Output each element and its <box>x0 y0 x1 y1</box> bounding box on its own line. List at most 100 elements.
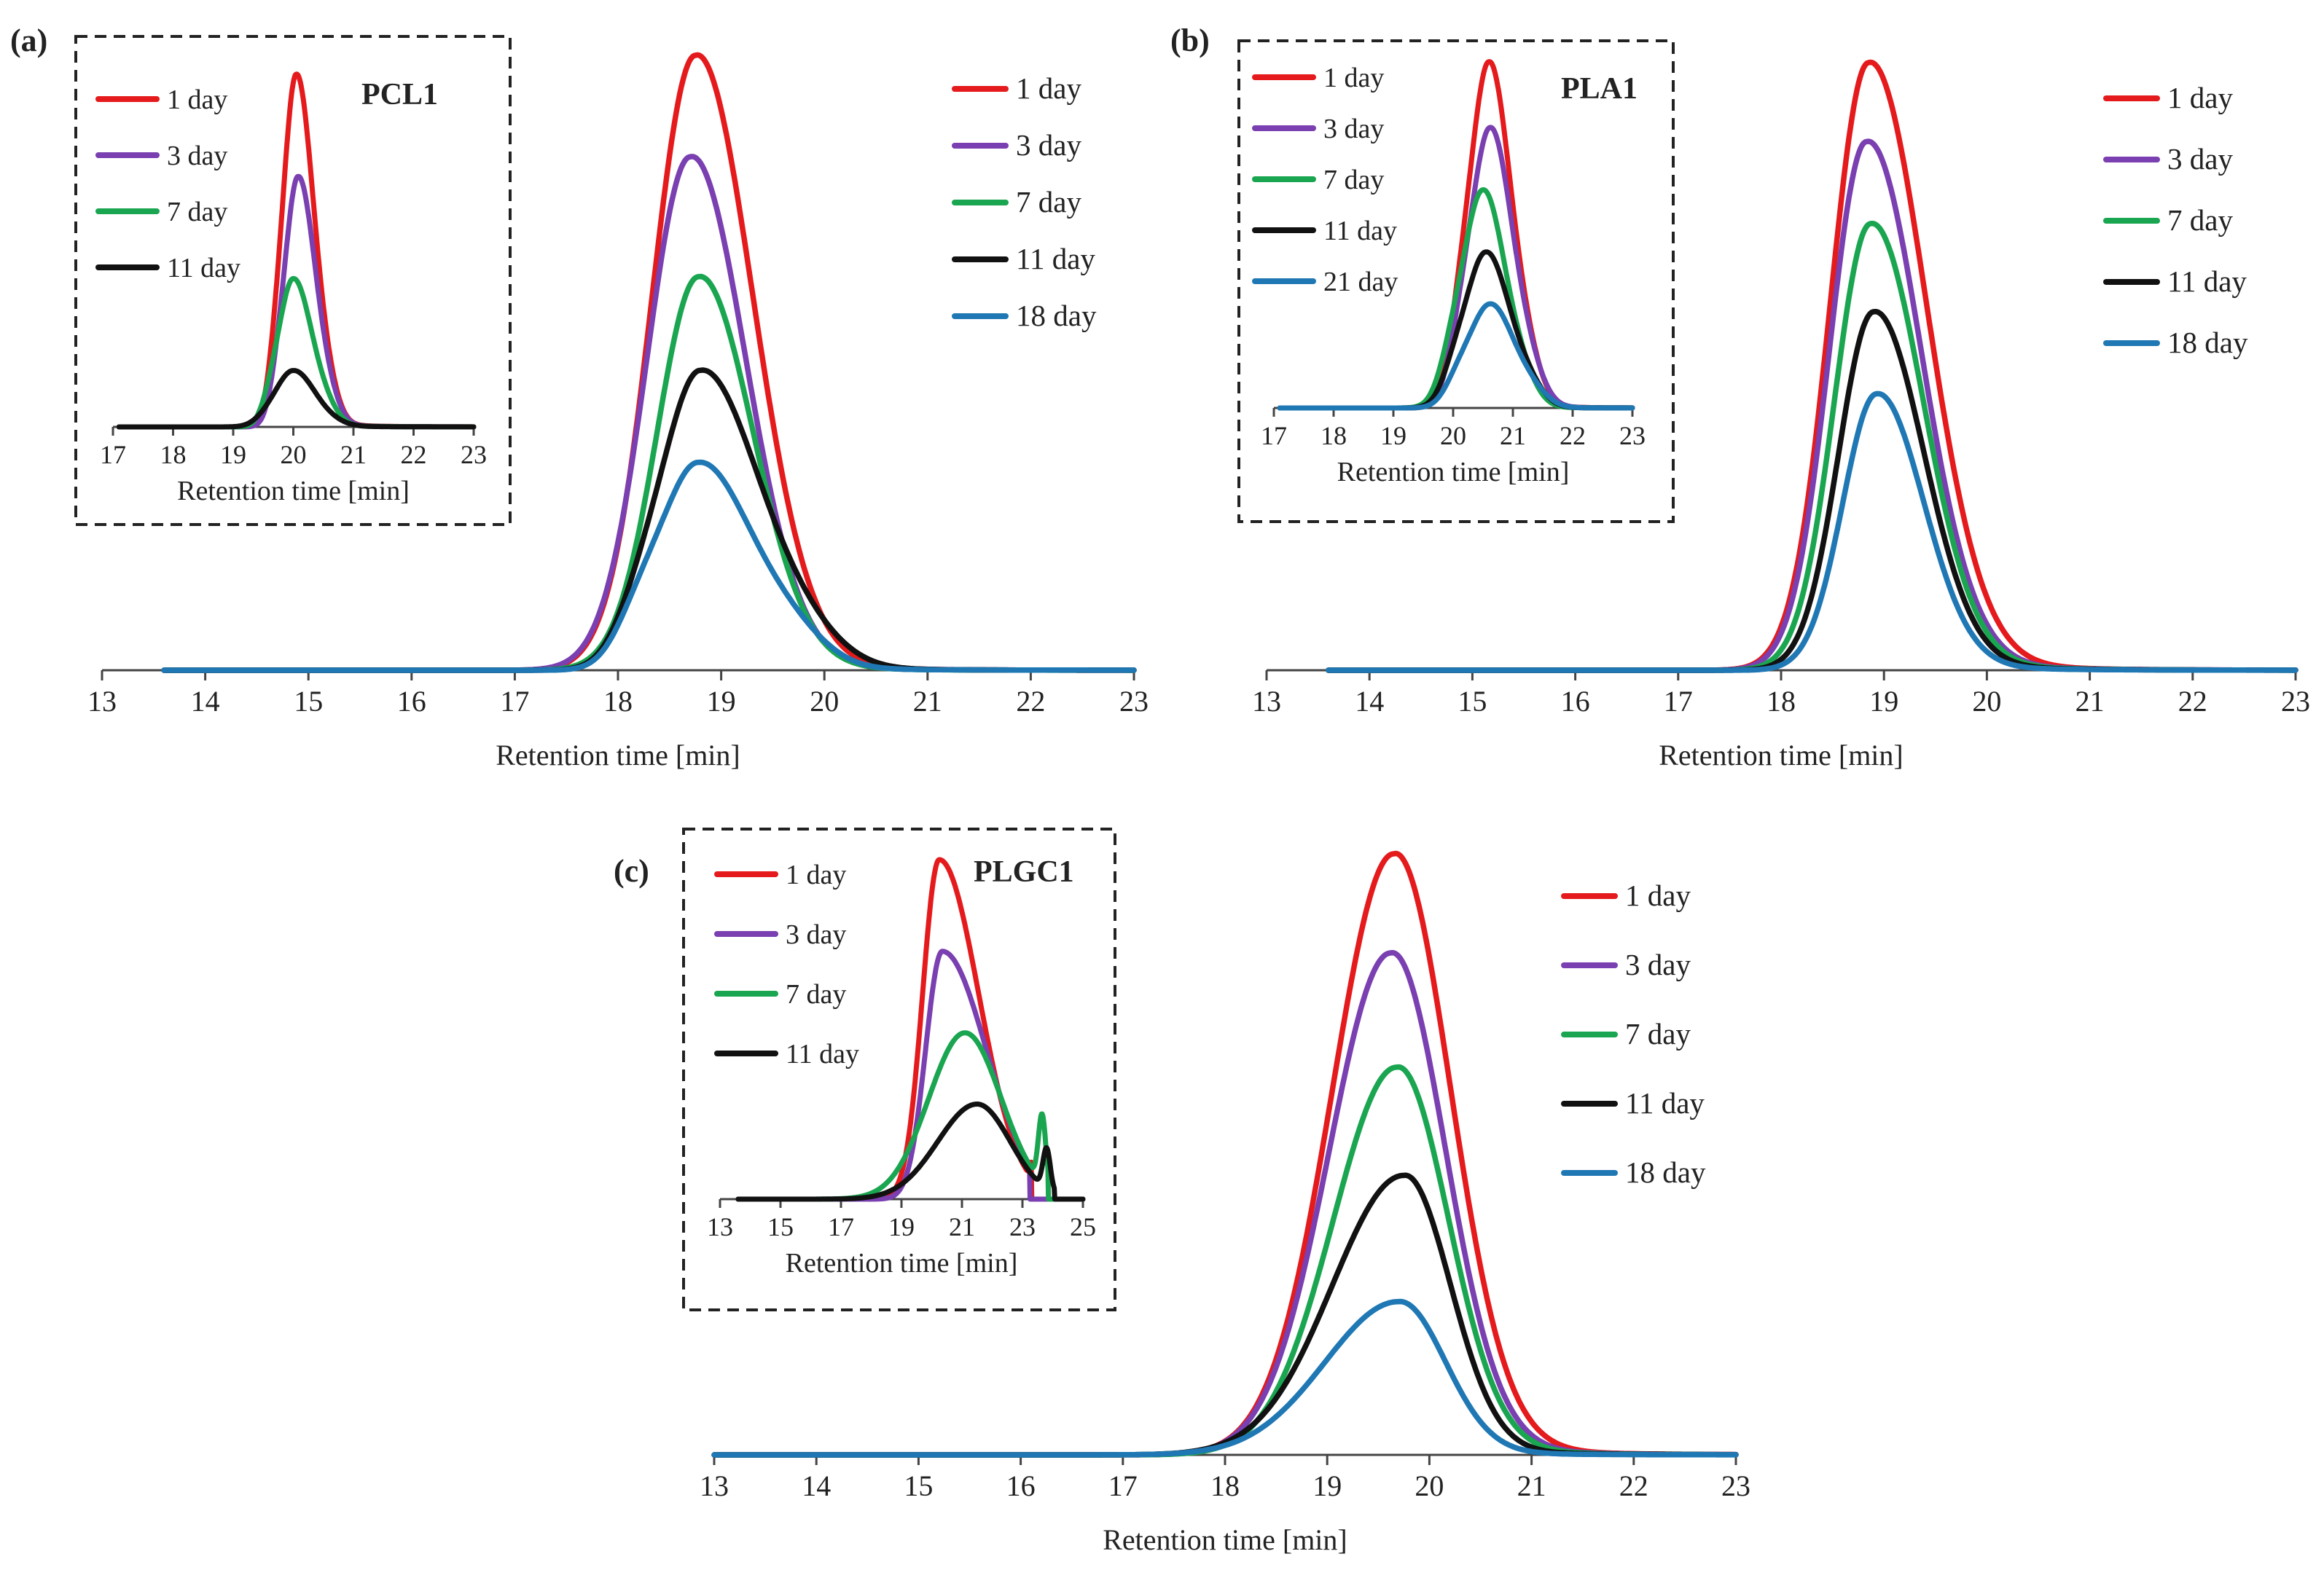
panel-b-main-tick-label-20: 20 <box>1972 685 2001 718</box>
panel-a-main-tick-label-22: 22 <box>1016 685 1045 718</box>
panel-a-inset-tick-label-21: 21 <box>340 440 367 469</box>
panel-b-main-tick-label-21: 21 <box>2075 685 2105 718</box>
panel-c-main-legend-label-3-day: 3 day <box>1625 948 1691 981</box>
panel-a-main-tick-label-17: 17 <box>500 685 529 718</box>
panel-a-main-series-18-day <box>161 459 1137 673</box>
panel-c-main-tick-label-13: 13 <box>700 1469 729 1502</box>
panel-b-main-tick-label-23: 23 <box>2281 685 2310 718</box>
panel-a-main-tick-label-15: 15 <box>294 685 323 718</box>
panel-b-main-tick-label-22: 22 <box>2178 685 2207 718</box>
panel-letter-c: (c) <box>614 853 649 889</box>
panel-c-inset-tick-label-19: 19 <box>888 1212 915 1241</box>
panel-b-inset-tick-label-20: 20 <box>1440 421 1466 450</box>
panel-c: (c) 13 14 15 16 17 18 19 20 21 22 23 Retention time… <box>614 828 1750 1556</box>
panel-b-main-tick-label-16: 16 <box>1561 685 1590 718</box>
panel-letter-b: (b) <box>1170 23 1210 58</box>
panel-b-main-tick-label-15: 15 <box>1458 685 1487 718</box>
panel-a-main-tick-label-16: 16 <box>397 685 426 718</box>
panel-b-inset-tick-label-23: 23 <box>1619 421 1646 450</box>
panel-c-main-tick-label-22: 22 <box>1619 1469 1648 1502</box>
panel-b-main-series-18-day <box>1325 390 2298 673</box>
panel-c-main-tick-label-18: 18 <box>1210 1469 1240 1502</box>
panel-c-main-x-axis-title: Retention time [min] <box>1103 1523 1347 1556</box>
panel-a-inset-name: PCL1 <box>361 78 438 111</box>
panel-b-inset-tick-label-19: 19 <box>1380 421 1406 450</box>
panel-c-main-plot: 13 14 15 16 17 18 19 20 21 22 23 Retention time [mi… <box>700 850 1750 1556</box>
panel-b: (b) 13 14 15 16 17 18 19 20 21 22 23 Retention time… <box>1170 23 2310 772</box>
panel-c-inset-legend-label-11-day: 11 day <box>786 1039 859 1069</box>
panel-a-inset-tick-label-23: 23 <box>461 440 487 469</box>
panel-c-main-legend-label-18-day: 18 day <box>1625 1155 1706 1189</box>
panel-b-inset-tick-label-18: 18 <box>1321 421 1347 450</box>
panel-a-main-tick-label-18: 18 <box>603 685 633 718</box>
panel-c-main-tick-label-15: 15 <box>904 1469 933 1502</box>
panel-b-main-tick-label-19: 19 <box>1869 685 1898 718</box>
panel-a-inset-tick-label-17: 17 <box>100 440 126 469</box>
panel-c-main-tick-label-16: 16 <box>1006 1469 1036 1502</box>
panel-c-inset-frame <box>682 828 1116 1311</box>
panel-b-main-tick-label-18: 18 <box>1767 685 1796 718</box>
panel-b-inset-name: PLA1 <box>1561 72 1638 106</box>
panel-a-inset-legend-label-7-day: 7 day <box>167 197 227 227</box>
panel-b-main-legend-label-11-day: 11 day <box>2167 264 2247 298</box>
panel-c-inset-tick-label-17: 17 <box>828 1212 854 1241</box>
panel-b-main-legend-label-7-day: 7 day <box>2167 203 2233 237</box>
panel-b-inset-tick-label-22: 22 <box>1560 421 1586 450</box>
panel-c-main-tick-label-21: 21 <box>1517 1469 1546 1502</box>
panel-c-main-tick-label-14: 14 <box>802 1469 831 1502</box>
panel-a-inset-tick-label-19: 19 <box>220 440 246 469</box>
panel-c-main-tick-label-17: 17 <box>1108 1469 1138 1502</box>
panel-c-inset-legend-label-7-day: 7 day <box>786 979 846 1010</box>
panel-b-main-plot: 13 14 15 16 17 18 19 20 21 22 23 Retention time [mi… <box>1252 59 2310 772</box>
panel-b-inset-legend-label-21-day: 21 day <box>1323 267 1398 297</box>
panel-b-main-tick-label-13: 13 <box>1252 685 1281 718</box>
panel-b-main-legend-label-1-day: 1 day <box>2167 81 2233 114</box>
panel-b-inset-tick-label-17: 17 <box>1261 421 1287 450</box>
panel-a-main-legend-label-7-day: 7 day <box>1016 185 1081 219</box>
panel-a-inset-series-11-day <box>116 368 477 430</box>
panel-c-inset: PLGC1 13 15 17 19 21 23 25 Retention time [min] 1… <box>682 828 1116 1311</box>
panel-b-inset-x-axis-title: Retention time [min] <box>1337 457 1570 487</box>
panel-c-main-legend-label-1-day: 1 day <box>1625 879 1691 912</box>
panel-c-inset-series-11-day <box>735 1102 1086 1202</box>
panel-a-main-legend-label-11-day: 11 day <box>1016 242 1095 275</box>
panel-a-main-tick-label-19: 19 <box>707 685 736 718</box>
panel-b-main-legend-label-3-day: 3 day <box>2167 142 2233 176</box>
panel-a-main-tick-label-20: 20 <box>810 685 839 718</box>
panel-c-inset-tick-label-15: 15 <box>767 1212 794 1241</box>
panel-b-main-tick-label-17: 17 <box>1664 685 1693 718</box>
panel-c-inset-x-axis-title: Retention time [min] <box>786 1248 1018 1279</box>
panel-a-inset-tick-label-18: 18 <box>160 440 187 469</box>
panel-letter-a: (a) <box>10 23 47 58</box>
panel-a-main-legend-label-18-day: 18 day <box>1016 299 1097 332</box>
panel-b-inset-legend-label-1-day: 1 day <box>1323 63 1384 93</box>
panel-c-main-tick-label-23: 23 <box>1721 1469 1750 1502</box>
panel-a-main-legend-label-3-day: 3 day <box>1016 128 1081 162</box>
panel-a-main-plot: 13 14 15 16 17 18 19 20 21 22 23 Retention time [mi… <box>87 52 1149 772</box>
panel-a: (a) 13 14 15 16 17 18 19 20 21 22 23 Retention time… <box>10 23 1149 772</box>
panel-a-inset-legend-label-3-day: 3 day <box>167 141 227 171</box>
panel-c-main-tick-label-19: 19 <box>1312 1469 1342 1502</box>
panel-b-inset: PLA1 17 18 19 20 21 22 23 Retention time [min] 1 … <box>1237 39 1675 523</box>
panel-c-inset-legend-label-1-day: 1 day <box>786 860 846 890</box>
panel-a-inset-tick-label-22: 22 <box>401 440 427 469</box>
panel-b-main-x-axis-title: Retention time [min] <box>1659 739 1904 772</box>
panel-a-inset-x-axis-title: Retention time [min] <box>177 476 410 506</box>
panel-a-main-tick-label-14: 14 <box>191 685 220 718</box>
panel-b-inset-legend-label-11-day: 11 day <box>1323 216 1397 246</box>
panel-b-inset-series-21-day <box>1277 301 1635 411</box>
panel-a-main-tick-label-23: 23 <box>1119 685 1149 718</box>
panel-a-main-tick-label-21: 21 <box>913 685 942 718</box>
panel-c-inset-name: PLGC1 <box>974 855 1074 889</box>
panel-a-inset: PCL1 17 18 19 20 21 22 23 Retention time [min] 1 … <box>74 35 512 526</box>
panel-a-main-tick-label-13: 13 <box>87 685 117 718</box>
panel-c-inset-legend-label-3-day: 3 day <box>786 919 846 950</box>
panel-c-main-series-18-day <box>711 1298 1739 1458</box>
panel-c-main-tick-label-20: 20 <box>1415 1469 1444 1502</box>
panel-c-inset-tick-label-21: 21 <box>949 1212 975 1241</box>
panel-b-inset-legend-label-7-day: 7 day <box>1323 165 1384 195</box>
panel-c-main-legend-label-7-day: 7 day <box>1625 1017 1691 1051</box>
panel-a-main-x-axis-title: Retention time [min] <box>496 739 740 772</box>
panel-b-inset-legend-label-3-day: 3 day <box>1323 114 1384 144</box>
